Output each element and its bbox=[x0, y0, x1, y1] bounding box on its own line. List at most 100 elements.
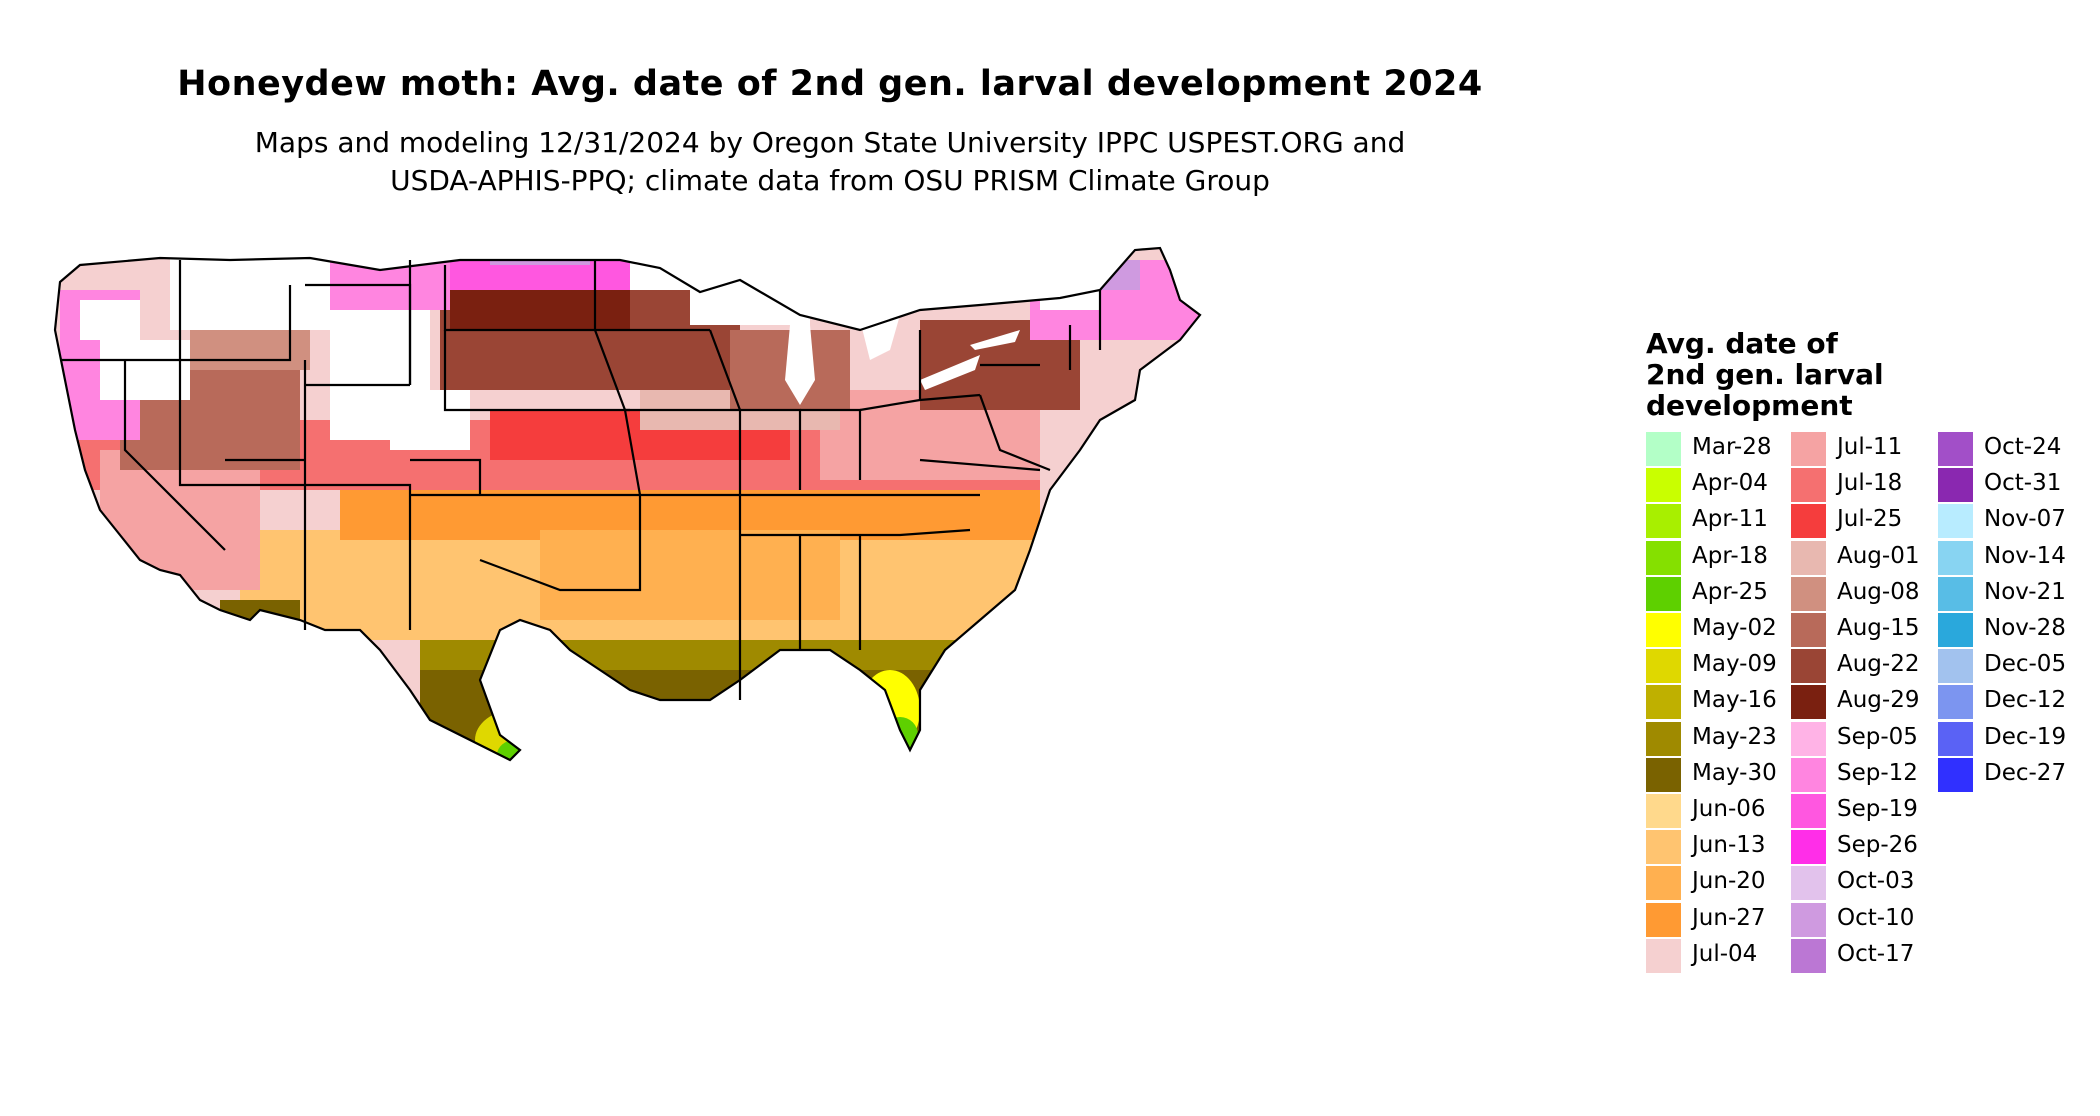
legend-swatch bbox=[1938, 613, 1973, 647]
legend-label: Sep-26 bbox=[1837, 832, 1918, 859]
legend-item: Sep-12 bbox=[1791, 756, 1971, 792]
legend-label: Sep-05 bbox=[1837, 723, 1918, 750]
legend-swatch bbox=[1646, 576, 1681, 611]
legend-swatch bbox=[1646, 613, 1681, 647]
legend-label: Aug-29 bbox=[1837, 687, 1920, 714]
legend-swatch bbox=[1646, 757, 1681, 792]
legend-swatch bbox=[1938, 468, 1973, 503]
subtitle-line-2: USDA-APHIS-PPQ; climate data from OSU PR… bbox=[390, 164, 1270, 197]
legend-title-line-2: 2nd gen. larval bbox=[1646, 358, 1884, 391]
legend-item: Jul-25 bbox=[1791, 502, 1971, 539]
legend-label: Oct-24 bbox=[1984, 434, 2062, 460]
legend-swatch bbox=[1938, 504, 1973, 539]
legend-label: Jun-13 bbox=[1692, 832, 1766, 859]
legend-swatch bbox=[1646, 685, 1681, 720]
legend-label: Aug-22 bbox=[1837, 651, 1920, 678]
subtitle-line-1: Maps and modeling 12/31/2024 by Oregon S… bbox=[254, 126, 1406, 159]
legend-label: Dec-05 bbox=[1984, 651, 2067, 678]
legend-label: Nov-21 bbox=[1984, 578, 2066, 605]
legend-label: Sep-12 bbox=[1837, 759, 1918, 786]
legend-swatch bbox=[1938, 540, 1973, 575]
legend-item: Nov-28 bbox=[1938, 611, 2100, 647]
legend-swatch bbox=[1791, 468, 1826, 503]
legend-swatch bbox=[1791, 938, 1826, 973]
legend-swatch bbox=[1646, 432, 1681, 466]
legend-item: Aug-08 bbox=[1791, 575, 1971, 611]
legend-swatch bbox=[1938, 721, 1973, 756]
legend-label: May-02 bbox=[1692, 615, 1777, 641]
legend-swatch bbox=[1791, 576, 1826, 611]
legend-swatch bbox=[1791, 866, 1826, 901]
legend-label: May-23 bbox=[1692, 723, 1777, 750]
legend-item: Dec-12 bbox=[1938, 683, 2100, 720]
legend-label: Aug-08 bbox=[1837, 578, 1920, 605]
legend-swatch bbox=[1646, 794, 1681, 828]
legend-swatch bbox=[1791, 721, 1826, 756]
legend-label: Oct-10 bbox=[1837, 904, 1915, 931]
legend-item: Sep-19 bbox=[1791, 792, 1971, 828]
legend-item: Aug-29 bbox=[1791, 683, 1971, 720]
legend-label: May-09 bbox=[1692, 651, 1777, 678]
legend-swatch bbox=[1646, 902, 1681, 937]
legend-title-line-1: Avg. date of bbox=[1646, 327, 1838, 360]
legend-label: Jul-04 bbox=[1692, 940, 1758, 967]
legend-label: Oct-03 bbox=[1837, 868, 1915, 895]
legend-item: May-23 bbox=[1646, 720, 1826, 756]
legend-item: May-16 bbox=[1646, 683, 1826, 720]
legend-swatch bbox=[1646, 649, 1681, 684]
legend-label: Aug-15 bbox=[1837, 615, 1920, 641]
legend-item: Jul-04 bbox=[1646, 937, 1826, 973]
conus-degree-day-map bbox=[53, 246, 1202, 762]
legend-swatch bbox=[1791, 902, 1826, 937]
legend-label: Dec-27 bbox=[1984, 759, 2067, 786]
legend-item: Jul-18 bbox=[1791, 466, 1971, 503]
legend-swatch bbox=[1791, 613, 1826, 647]
legend-swatch bbox=[1646, 938, 1681, 973]
legend-label: Sep-19 bbox=[1837, 796, 1918, 822]
legend-item: Apr-04 bbox=[1646, 466, 1826, 503]
legend-swatch bbox=[1791, 504, 1826, 539]
legend-swatch bbox=[1791, 794, 1826, 828]
legend-label: Jul-25 bbox=[1837, 506, 1903, 533]
state-boundaries bbox=[53, 246, 1202, 762]
legend-item: Oct-31 bbox=[1938, 466, 2100, 503]
legend-label: Oct-17 bbox=[1837, 940, 1915, 967]
legend-item: Apr-25 bbox=[1646, 575, 1826, 611]
legend-item: Apr-11 bbox=[1646, 502, 1826, 539]
legend-swatch bbox=[1646, 540, 1681, 575]
legend-swatch bbox=[1646, 468, 1681, 503]
legend-swatch bbox=[1938, 685, 1973, 720]
legend-label: Apr-04 bbox=[1692, 470, 1768, 497]
legend-label: Dec-19 bbox=[1984, 723, 2067, 750]
legend-item: Dec-05 bbox=[1938, 647, 2100, 684]
map-title: Honeydew moth: Avg. date of 2nd gen. lar… bbox=[177, 64, 1483, 104]
legend-swatch bbox=[1791, 685, 1826, 720]
legend-swatch bbox=[1791, 540, 1826, 575]
legend-label: May-30 bbox=[1692, 759, 1777, 786]
legend-item: Mar-28 bbox=[1646, 430, 1826, 466]
legend-swatch bbox=[1646, 866, 1681, 901]
legend-label: Jul-18 bbox=[1837, 470, 1903, 497]
legend-label: Nov-28 bbox=[1984, 615, 2066, 641]
legend-label: Nov-14 bbox=[1984, 542, 2066, 569]
legend-label: May-16 bbox=[1692, 687, 1777, 714]
legend-swatch bbox=[1791, 649, 1826, 684]
legend-swatch bbox=[1646, 830, 1681, 865]
legend-swatch bbox=[1938, 432, 1973, 466]
legend-label: Jul-11 bbox=[1837, 434, 1903, 460]
legend-swatch bbox=[1938, 649, 1973, 684]
legend-label: Dec-12 bbox=[1984, 687, 2067, 714]
legend-label: Jun-27 bbox=[1692, 904, 1766, 931]
legend-item: Jun-13 bbox=[1646, 828, 1826, 865]
legend-item: Aug-01 bbox=[1791, 539, 1971, 575]
legend-swatch bbox=[1791, 757, 1826, 792]
legend-item: May-09 bbox=[1646, 647, 1826, 684]
legend-item: Aug-22 bbox=[1791, 647, 1971, 684]
legend-swatch bbox=[1791, 830, 1826, 865]
legend-label: Apr-11 bbox=[1692, 506, 1768, 533]
legend-label: Nov-07 bbox=[1984, 506, 2066, 533]
legend-item: Jun-27 bbox=[1646, 901, 1826, 937]
legend-item: Jun-20 bbox=[1646, 864, 1826, 901]
legend-item: Oct-24 bbox=[1938, 430, 2100, 466]
legend-swatch bbox=[1791, 432, 1826, 466]
